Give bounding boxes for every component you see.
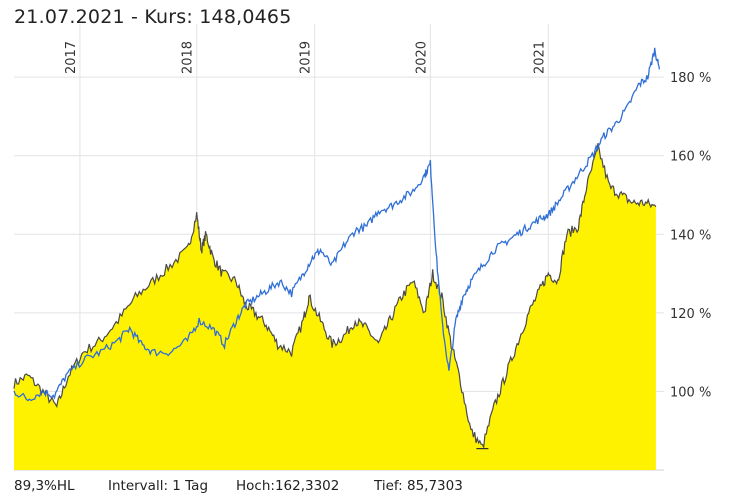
- high-stat: Hoch:162,3302: [236, 478, 340, 494]
- low-stat: Tief: 85,7303: [374, 478, 463, 494]
- benchmark-line: [13, 47, 661, 402]
- date-label: 21.07.2021: [14, 6, 125, 28]
- x-tick-label: 2018: [181, 41, 196, 74]
- fund-area: [14, 143, 656, 470]
- interval-stat: Intervall: 1 Tag: [108, 478, 209, 494]
- hl-stat: 89,3%HL: [14, 478, 75, 494]
- y-tick-label: 140 %: [670, 228, 711, 243]
- y-tick-label: 160 %: [670, 150, 711, 165]
- x-tick-label: 2020: [414, 41, 429, 74]
- y-tick-label: 120 %: [670, 307, 711, 322]
- chart-header: 21.07.2021 - Kurs: 148,0465: [14, 6, 292, 28]
- x-tick-label: 2017: [64, 41, 79, 74]
- price-label: - Kurs: 148,0465: [124, 6, 292, 28]
- x-axis-ticks: 2017 2018 2019 2020 2021: [64, 41, 547, 74]
- y-tick-label: 180 %: [670, 71, 711, 86]
- x-tick-label: 2021: [532, 41, 547, 74]
- x-tick-label: 2019: [299, 41, 314, 74]
- y-tick-label: 100 %: [670, 385, 711, 400]
- y-axis-ticks: 100 % 120 % 140 % 160 % 180 %: [670, 71, 711, 400]
- fund-line: [13, 142, 657, 450]
